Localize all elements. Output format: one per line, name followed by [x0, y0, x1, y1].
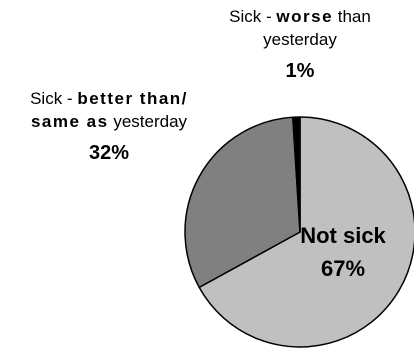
slice-label-not-sick: Not sick 67%: [278, 222, 408, 283]
slice-value-worse: 1%: [285, 59, 315, 82]
slice-label-worse-post: than yesterday: [263, 7, 371, 49]
slice-value-not-sick: 67%: [320, 255, 366, 281]
slice-label-worse: Sick - worse than yesterday 1%: [190, 6, 410, 84]
pie-slice-not-sick: [198, 116, 414, 348]
slice-label-worse-pre: Sick -: [229, 7, 277, 26]
slice-value-better: 32%: [88, 141, 130, 164]
slice-label-not-sick-bold: Not sick: [300, 223, 386, 248]
slice-label-better: Sick - better than/ same as yesterday 32…: [4, 88, 214, 166]
slice-label-better-post: yesterday: [108, 111, 188, 131]
pie-slice-worse: [292, 116, 301, 233]
slice-label-worse-bold: worse: [276, 7, 334, 26]
pie-slice-better: [184, 116, 301, 289]
slice-label-better-pre: Sick -: [30, 89, 78, 108]
slice-label-better-bold: better than/ same as: [30, 89, 188, 131]
